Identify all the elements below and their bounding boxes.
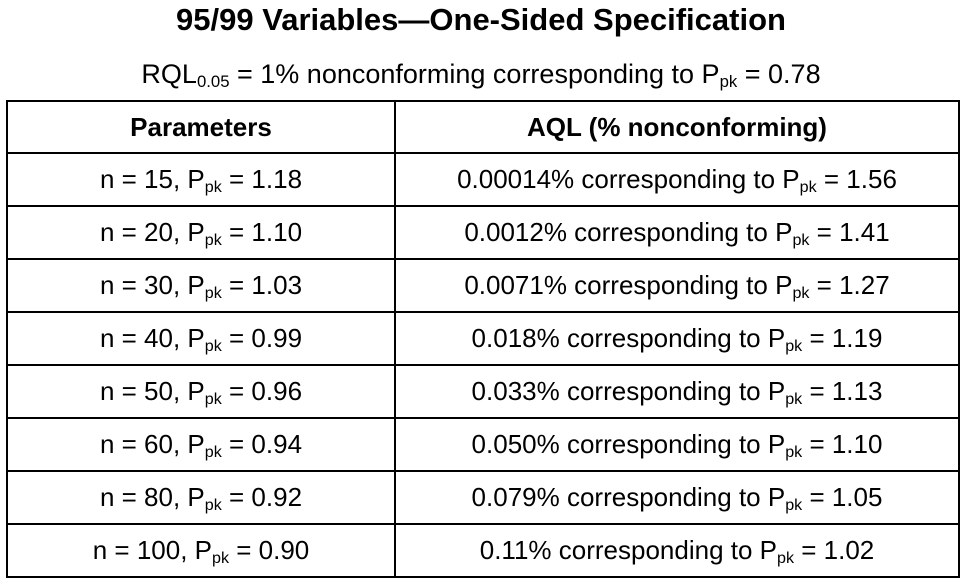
cell-parameters: n = 60, Ppk = 0.94 [6, 417, 396, 472]
aql-text: 0.018% corresponding to P [471, 323, 786, 353]
ppk-subscript: pk [799, 178, 817, 197]
table-row: n = 50, Ppk = 0.96 0.033% corresponding t… [6, 364, 960, 419]
param-value: = 1.03 [221, 270, 303, 300]
cell-aql: 0.079% corresponding to Ppk = 1.05 [394, 470, 960, 525]
header-parameters: Parameters [6, 100, 396, 154]
cell-parameters: n = 50, Ppk = 0.96 [6, 364, 396, 419]
param-text: n = 60, P [99, 429, 205, 459]
param-text: n = 80, P [99, 482, 205, 512]
aql-value: = 1.02 [794, 535, 875, 565]
table-row: n = 15, Ppk = 1.18 0.00014% corresponding… [6, 152, 960, 207]
aql-text: 0.0071% corresponding to P [464, 270, 793, 300]
cell-aql: 0.018% corresponding to Ppk = 1.19 [394, 311, 960, 366]
param-value: = 1.18 [221, 164, 303, 194]
param-value: = 0.90 [229, 535, 310, 565]
ppk-subscript: pk [204, 337, 222, 356]
ppk-subscript: pk [204, 231, 222, 250]
ppk-subscript: pk [792, 231, 810, 250]
param-text: n = 100, P [92, 535, 212, 565]
cell-parameters: n = 20, Ppk = 1.10 [6, 205, 396, 260]
aql-value: = 1.19 [802, 323, 883, 353]
page-title: 95/99 Variables—One-Sided Specification [176, 2, 786, 37]
aql-value: = 1.05 [802, 482, 883, 512]
cell-aql: 0.050% corresponding to Ppk = 1.10 [394, 417, 960, 472]
ppk-subscript: pk [785, 390, 803, 409]
ppk-subscript: pk [792, 284, 810, 303]
ppk-subscript: pk [204, 496, 222, 515]
cell-aql: 0.0012% corresponding to Ppk = 1.41 [394, 205, 960, 260]
aql-text: 0.00014% corresponding to P [457, 164, 800, 194]
header-aql: AQL (% nonconforming) [394, 100, 960, 154]
table-row: n = 30, Ppk = 1.03 0.0071% corresponding … [6, 258, 960, 313]
cell-aql: 0.11% corresponding to Ppk = 1.02 [394, 523, 960, 578]
aql-value: = 1.13 [802, 376, 883, 406]
ppk-subscript: pk [204, 178, 222, 197]
rql-subscript: 0.05 [196, 72, 230, 92]
aql-value: = 1.41 [809, 217, 890, 247]
rql-subtitle: RQL0.05 = 1% nonconforming corresponding… [0, 54, 962, 94]
table-row: n = 60, Ppk = 0.94 0.050% corresponding t… [6, 417, 960, 472]
cell-aql: 0.0071% corresponding to Ppk = 1.27 [394, 258, 960, 313]
specification-table: Parameters AQL (% nonconforming) n = 15,… [6, 100, 960, 578]
param-text: n = 15, P [99, 164, 205, 194]
table-header-row: Parameters AQL (% nonconforming) [6, 100, 960, 154]
param-text: n = 20, P [99, 217, 205, 247]
aql-text: 0.11% corresponding to P [479, 535, 777, 565]
table-row: n = 40, Ppk = 0.99 0.018% corresponding t… [6, 311, 960, 366]
aql-value: = 1.27 [809, 270, 890, 300]
param-value: = 0.92 [221, 482, 303, 512]
ppk-subscript: pk [785, 337, 803, 356]
param-value: = 1.10 [221, 217, 303, 247]
param-text: n = 40, P [99, 323, 205, 353]
ppk-subscript: pk [777, 549, 795, 568]
ppk-subscript: pk [785, 443, 803, 462]
ppk-subscript: pk [204, 390, 222, 409]
rql-middle: = 1% nonconforming corresponding to P [229, 59, 720, 89]
aql-text: 0.0012% corresponding to P [464, 217, 793, 247]
aql-text: 0.050% corresponding to P [471, 429, 786, 459]
table-row: n = 80, Ppk = 0.92 0.079% corresponding t… [6, 470, 960, 525]
rql-suffix: = 0.78 [737, 59, 821, 89]
param-value: = 0.94 [221, 429, 303, 459]
ppk-subscript: pk [204, 284, 222, 303]
aql-text: 0.079% corresponding to P [471, 482, 786, 512]
cell-parameters: n = 30, Ppk = 1.03 [6, 258, 396, 313]
ppk-subscript: pk [204, 443, 222, 462]
cell-aql: 0.00014% corresponding to Ppk = 1.56 [394, 152, 960, 207]
param-text: n = 50, P [99, 376, 205, 406]
cell-parameters: n = 80, Ppk = 0.92 [6, 470, 396, 525]
param-value: = 0.99 [221, 323, 303, 353]
table-row: n = 20, Ppk = 1.10 0.0012% corresponding … [6, 205, 960, 260]
ppk-subscript: pk [719, 72, 738, 92]
ppk-subscript: pk [212, 549, 230, 568]
param-text: n = 30, P [99, 270, 205, 300]
aql-text: 0.033% corresponding to P [471, 376, 786, 406]
aql-value: = 1.56 [816, 164, 897, 194]
ppk-subscript: pk [785, 496, 803, 515]
param-value: = 0.96 [221, 376, 303, 406]
cell-parameters: n = 100, Ppk = 0.90 [6, 523, 396, 578]
table-row: n = 100, Ppk = 0.90 0.11% corresponding t… [6, 523, 960, 578]
cell-parameters: n = 40, Ppk = 0.99 [6, 311, 396, 366]
rql-prefix: RQL [141, 59, 197, 89]
cell-aql: 0.033% corresponding to Ppk = 1.13 [394, 364, 960, 419]
cell-parameters: n = 15, Ppk = 1.18 [6, 152, 396, 207]
aql-value: = 1.10 [802, 429, 883, 459]
